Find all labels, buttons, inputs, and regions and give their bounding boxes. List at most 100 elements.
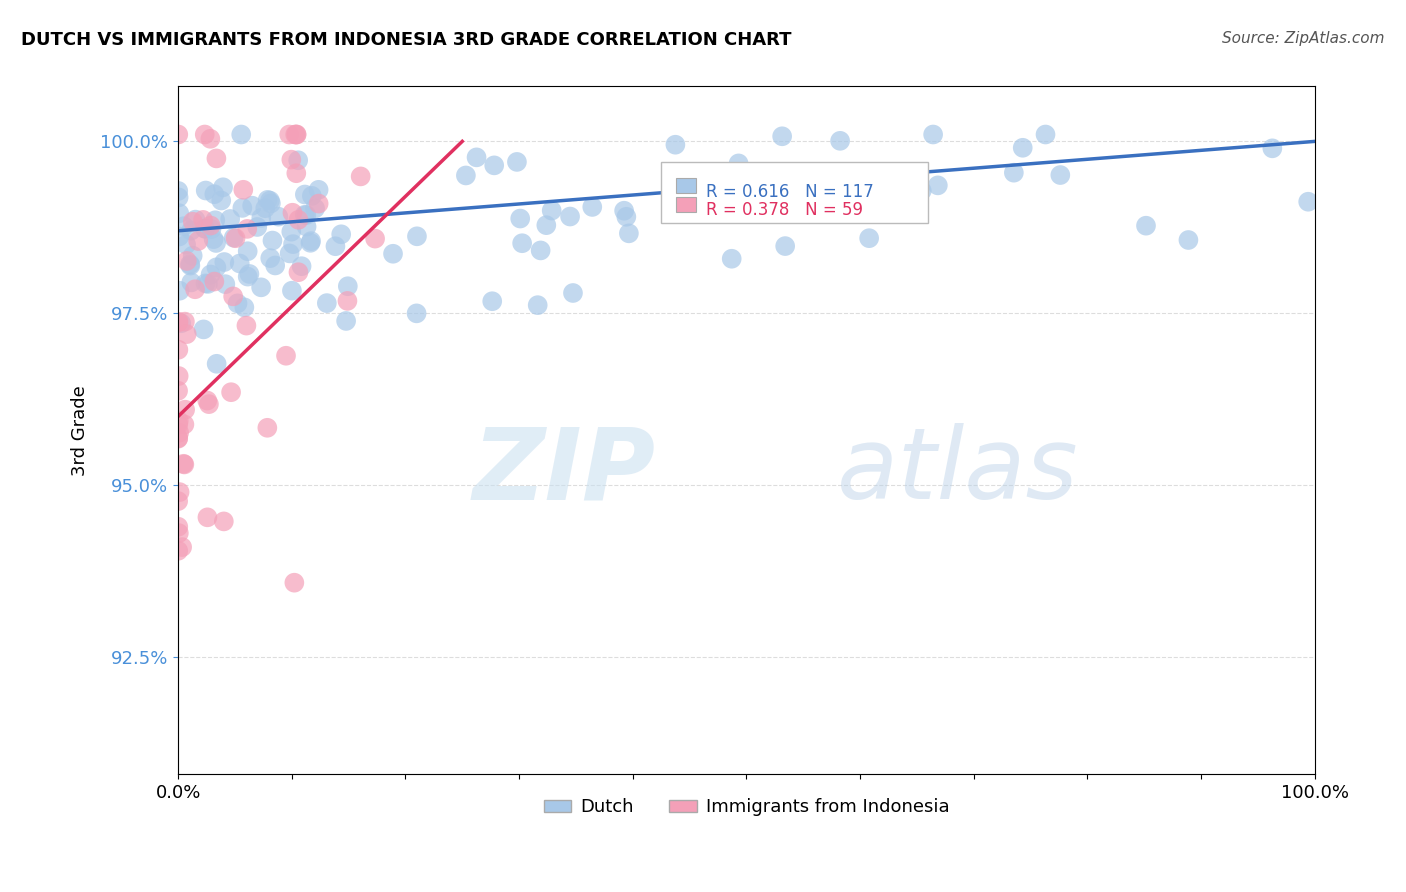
Point bbox=[294, 208, 316, 222]
Point bbox=[167, 520, 190, 534]
Point bbox=[167, 384, 190, 398]
Point bbox=[226, 296, 249, 310]
Point bbox=[264, 259, 287, 273]
Point bbox=[167, 315, 190, 329]
Point bbox=[169, 284, 191, 298]
Point bbox=[198, 397, 221, 411]
Point bbox=[167, 431, 190, 445]
Point bbox=[922, 128, 945, 142]
Point bbox=[830, 134, 852, 148]
Text: R = 0.616   N = 117: R = 0.616 N = 117 bbox=[706, 183, 873, 201]
Point bbox=[240, 199, 263, 213]
Point bbox=[174, 402, 197, 417]
Point bbox=[229, 256, 252, 270]
Point bbox=[214, 255, 236, 269]
Point bbox=[260, 196, 283, 211]
Point bbox=[617, 227, 640, 241]
Point bbox=[204, 213, 226, 227]
Point bbox=[259, 251, 281, 265]
Point bbox=[281, 205, 304, 219]
Point bbox=[200, 219, 222, 233]
Point bbox=[287, 153, 309, 168]
Point bbox=[727, 156, 749, 170]
Point bbox=[267, 210, 290, 224]
Point bbox=[167, 190, 190, 204]
Point bbox=[728, 197, 751, 211]
Text: Source: ZipAtlas.com: Source: ZipAtlas.com bbox=[1222, 31, 1385, 46]
Point bbox=[454, 169, 477, 183]
Point bbox=[530, 244, 553, 258]
Point bbox=[285, 128, 308, 142]
Point bbox=[858, 231, 880, 245]
Point bbox=[238, 267, 260, 281]
Point bbox=[482, 158, 505, 172]
Point bbox=[259, 194, 281, 208]
Point bbox=[720, 252, 742, 266]
Point bbox=[212, 515, 235, 529]
Point bbox=[281, 284, 304, 298]
Point bbox=[179, 259, 201, 273]
Point bbox=[562, 285, 585, 300]
Point bbox=[214, 277, 236, 292]
Point bbox=[308, 183, 330, 197]
Point bbox=[184, 212, 207, 227]
Point bbox=[167, 229, 190, 244]
FancyBboxPatch shape bbox=[661, 162, 928, 222]
Point bbox=[336, 293, 359, 308]
Point bbox=[278, 128, 301, 142]
Point bbox=[212, 180, 235, 194]
Point bbox=[191, 213, 214, 227]
Point bbox=[287, 265, 309, 279]
Point bbox=[187, 234, 209, 248]
Point bbox=[540, 203, 562, 218]
Point bbox=[173, 458, 195, 472]
Point bbox=[222, 230, 245, 244]
Point bbox=[350, 169, 373, 184]
Point bbox=[770, 129, 793, 144]
Point bbox=[194, 221, 217, 235]
Point bbox=[184, 282, 207, 296]
Point bbox=[256, 193, 278, 207]
Point bbox=[194, 128, 217, 142]
Point bbox=[510, 236, 533, 251]
Point bbox=[205, 357, 228, 371]
Point bbox=[299, 234, 322, 248]
Point bbox=[301, 189, 323, 203]
Point bbox=[202, 187, 225, 202]
Point bbox=[295, 208, 318, 222]
FancyBboxPatch shape bbox=[676, 196, 696, 211]
Point bbox=[506, 155, 529, 169]
Point bbox=[1049, 168, 1071, 182]
Point bbox=[205, 152, 228, 166]
Point bbox=[536, 218, 558, 232]
Point bbox=[167, 315, 190, 329]
Point bbox=[236, 269, 259, 284]
Point bbox=[299, 235, 322, 250]
Point bbox=[285, 166, 308, 180]
Point bbox=[330, 227, 353, 242]
Point bbox=[236, 222, 259, 236]
Point bbox=[172, 540, 194, 554]
Point bbox=[180, 223, 202, 237]
Point bbox=[558, 210, 581, 224]
Point bbox=[262, 234, 284, 248]
Point bbox=[283, 575, 305, 590]
Point bbox=[167, 343, 190, 357]
Point bbox=[678, 177, 700, 191]
Point bbox=[581, 200, 603, 214]
Point bbox=[335, 314, 357, 328]
Point bbox=[167, 128, 190, 142]
Point bbox=[1011, 141, 1033, 155]
Point bbox=[1261, 141, 1284, 155]
Point bbox=[281, 237, 304, 252]
Point bbox=[336, 279, 359, 293]
Point bbox=[364, 231, 387, 245]
Point bbox=[481, 294, 503, 309]
Point bbox=[181, 215, 204, 229]
Point bbox=[194, 184, 217, 198]
Point bbox=[197, 277, 219, 291]
Point bbox=[1135, 219, 1157, 233]
Point bbox=[406, 229, 429, 244]
Point bbox=[1177, 233, 1199, 247]
Point bbox=[225, 231, 247, 245]
